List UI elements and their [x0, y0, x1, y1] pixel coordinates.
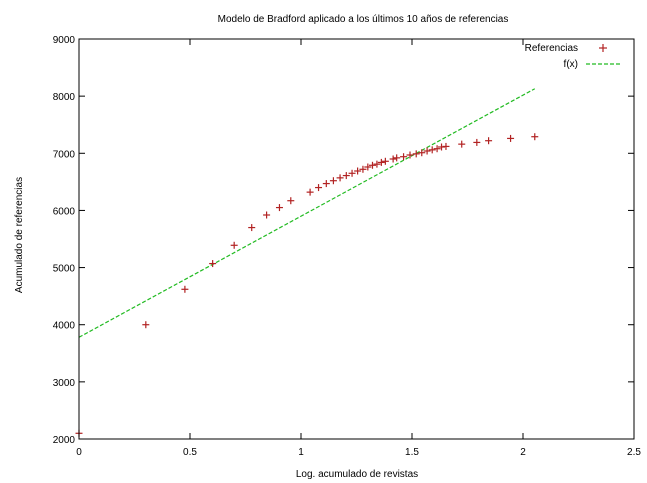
data-point	[373, 160, 381, 168]
x-tick-label: 2.5	[627, 447, 641, 458]
data-point	[248, 224, 256, 232]
y-tick-label: 3000	[53, 378, 76, 389]
data-point	[209, 260, 217, 268]
legend-marker-referencias	[599, 44, 607, 52]
data-point	[507, 134, 515, 142]
data-point	[428, 146, 436, 154]
y-tick-label: 2000	[53, 435, 76, 446]
x-axis-title: Log. acumulado de revistas	[296, 469, 418, 480]
y-tick-label: 7000	[53, 149, 76, 160]
data-point	[458, 140, 466, 148]
plot-frame	[78, 38, 635, 440]
y-tick-label: 9000	[53, 35, 76, 46]
data-point	[368, 161, 376, 169]
y-axis-title: Acumulado de referencias	[14, 177, 25, 293]
data-point	[306, 188, 314, 196]
data-point	[336, 174, 344, 182]
data-point	[364, 163, 372, 171]
data-point	[329, 177, 337, 185]
data-point	[418, 149, 426, 157]
fit-line	[78, 88, 536, 338]
data-point	[393, 154, 401, 162]
data-point	[433, 145, 441, 153]
y-tick-label: 4000	[53, 321, 76, 332]
legend-label-fx: f(x)	[564, 59, 578, 70]
data-point	[389, 155, 397, 163]
data-point	[354, 167, 362, 175]
data-point	[315, 184, 323, 192]
x-tick-label: 0.5	[183, 447, 197, 458]
data-point	[230, 241, 238, 249]
legend-label-referencias: Referencias	[525, 43, 578, 54]
y-tick-label: 5000	[53, 264, 76, 275]
data-point	[423, 147, 431, 155]
data-point	[348, 169, 356, 177]
plot-area	[75, 88, 539, 437]
x-tick-label: 2	[520, 447, 526, 458]
data-point	[400, 153, 408, 161]
data-point	[412, 150, 420, 158]
data-point	[287, 197, 295, 205]
axes: 0 0.5 1 1.5 2 2.5 2000 3000 4000 5000 6000 7000 8000…	[53, 35, 642, 458]
data-point	[406, 151, 414, 159]
data-point	[531, 133, 539, 141]
data-point	[359, 165, 367, 173]
x-tick-label: 0	[76, 447, 82, 458]
data-point	[442, 142, 450, 150]
data-point	[377, 158, 385, 166]
x-tick-label: 1.5	[405, 447, 419, 458]
y-tick-label: 8000	[53, 92, 76, 103]
y-tick-label: 6000	[53, 206, 76, 217]
x-tick-label: 1	[298, 447, 304, 458]
data-point	[275, 204, 283, 212]
data-point	[181, 285, 189, 293]
data-point	[342, 172, 350, 180]
data-point	[485, 137, 493, 145]
data-point	[142, 321, 150, 329]
data-point	[263, 211, 271, 219]
data-point	[381, 157, 389, 165]
legend: Referencias f(x)	[525, 43, 621, 70]
data-point	[473, 138, 481, 146]
chart-title: Modelo de Bradford aplicado a los último…	[218, 14, 509, 25]
data-point	[322, 180, 330, 188]
